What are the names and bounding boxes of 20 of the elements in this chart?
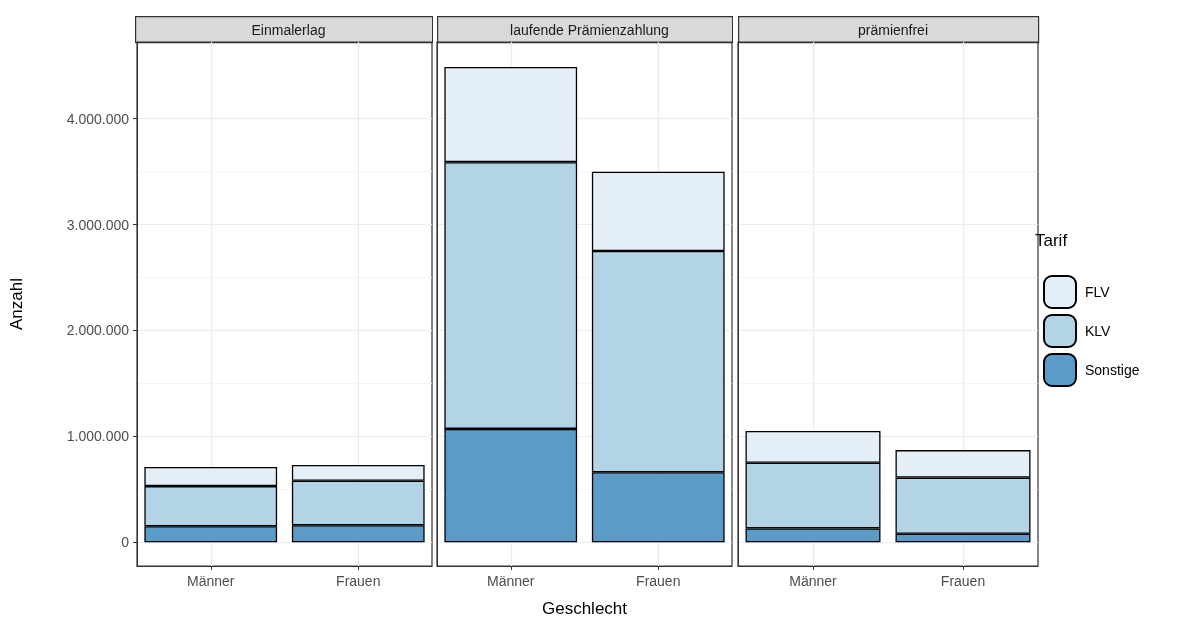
y-tick-label: 2.000.000 <box>66 322 130 339</box>
x-tick-label: Frauen <box>940 573 986 589</box>
chart-title: laufende Prämienzahlung <box>510 22 669 38</box>
legend-label: KLV <box>1085 323 1112 339</box>
legend-title: Tarif <box>1035 231 1068 250</box>
y-axis-title: Anzahl <box>7 278 26 330</box>
x-tick-label: Frauen <box>636 573 681 589</box>
legend-label: Sonstige <box>1085 362 1140 378</box>
y-tick-label: 0 <box>121 534 130 551</box>
x-tick-label: Frauen <box>336 573 381 589</box>
chart-title: prämienfrei <box>857 22 929 38</box>
y-tick-label: 4.000.000 <box>66 110 130 127</box>
y-tick-label: 1.000.000 <box>66 428 130 445</box>
x-tick-label: Männer <box>487 573 535 589</box>
legend-label: FLV <box>1085 284 1111 300</box>
y-tick-label: 3.000.000 <box>66 216 130 233</box>
x-tick-label: Männer <box>187 573 235 589</box>
chart-title: Einmalerlag <box>251 22 326 38</box>
x-tick-label: Männer <box>789 573 838 589</box>
x-axis-title: Geschlecht <box>541 599 628 618</box>
